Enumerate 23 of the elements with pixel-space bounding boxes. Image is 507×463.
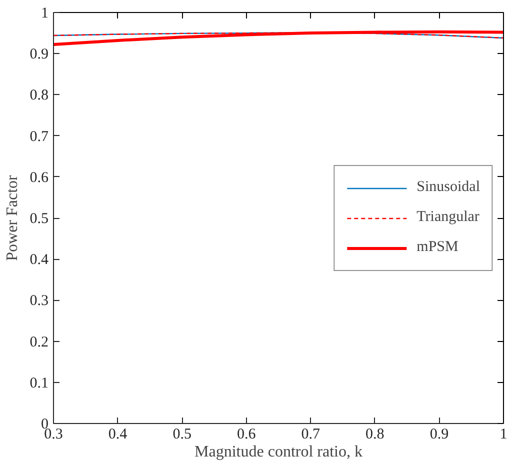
y-tick-label: 0.3 bbox=[30, 293, 48, 310]
x-tick-label: 0.8 bbox=[366, 426, 384, 442]
y-tick-label: 0.9 bbox=[30, 46, 48, 63]
x-tick-label: 0.7 bbox=[301, 426, 321, 442]
y-tick-label: 0.5 bbox=[30, 211, 48, 227]
y-tick-label: 0.4 bbox=[30, 252, 49, 268]
x-axis-title: Magnitude control ratio, k bbox=[194, 444, 362, 460]
x-tick-label: 0.9 bbox=[430, 426, 449, 442]
y-tick-label: 1 bbox=[41, 6, 48, 22]
x-tick-label: 0.5 bbox=[172, 426, 192, 442]
legend-label: Sinusoidal bbox=[416, 179, 480, 196]
x-tick-label: 0.6 bbox=[236, 426, 256, 442]
x-tick-label: 1 bbox=[500, 426, 507, 442]
legend-label: mPSM bbox=[416, 239, 458, 256]
y-axis-title: Power Factor bbox=[4, 174, 21, 261]
y-tick-label: 0.1 bbox=[30, 375, 48, 392]
y-tick-label: 0.8 bbox=[30, 88, 48, 104]
line-series bbox=[54, 30, 504, 46]
y-tick-label: 0.7 bbox=[30, 128, 49, 145]
x-tick-label: 0.4 bbox=[108, 426, 128, 442]
y-tick-label: 0.2 bbox=[30, 334, 48, 350]
legend-label: Triangular bbox=[416, 209, 480, 226]
y-tick-label: 0.6 bbox=[30, 170, 49, 186]
